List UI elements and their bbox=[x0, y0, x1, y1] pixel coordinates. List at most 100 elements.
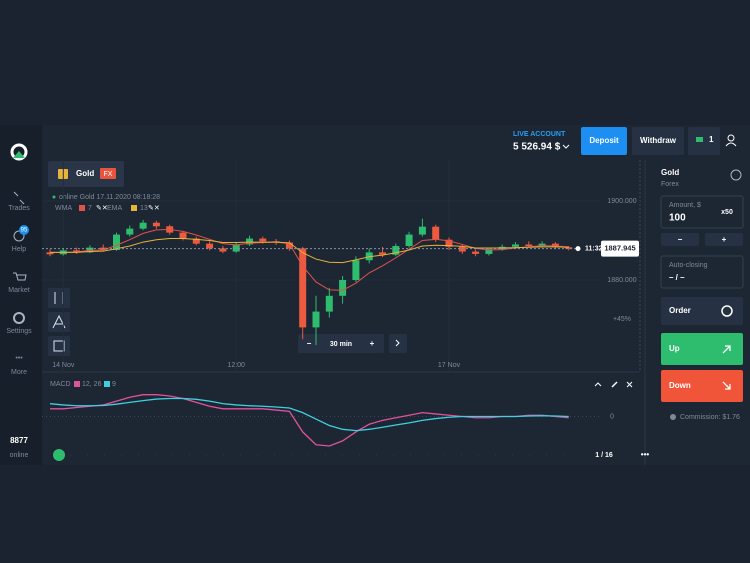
candle-body bbox=[246, 238, 253, 245]
current-price-box bbox=[601, 240, 639, 257]
profile-button[interactable] bbox=[725, 134, 737, 147]
button-label: Order bbox=[669, 306, 691, 315]
account-label: LIVE ACCOUNT bbox=[513, 131, 566, 138]
icon bbox=[13, 312, 25, 324]
button-label: Deposit bbox=[589, 136, 619, 145]
asset-tab[interactable]: Gold FX bbox=[48, 161, 124, 187]
trades-button[interactable]: 1 bbox=[688, 127, 720, 155]
nav-help[interactable]: 95 Help bbox=[12, 225, 29, 253]
button-bg bbox=[48, 336, 70, 356]
current-time: 11:32 bbox=[585, 245, 603, 252]
icon bbox=[727, 134, 735, 142]
collapse-icon[interactable] bbox=[594, 382, 602, 387]
candle-body bbox=[126, 228, 134, 235]
panel-asset-type: Forex bbox=[661, 181, 679, 188]
button-bg bbox=[661, 233, 699, 246]
tool-candles[interactable] bbox=[48, 288, 70, 308]
legend-swatch bbox=[104, 381, 110, 387]
balance[interactable]: 5 526.94 $ bbox=[513, 142, 561, 153]
nav-more[interactable]: ••• More bbox=[11, 355, 27, 376]
candle-body bbox=[392, 246, 400, 255]
auto-closing-box[interactable] bbox=[660, 255, 744, 289]
sidebar bbox=[0, 125, 42, 465]
chart-info: online Gold 17.11.2020 08:18:28 bbox=[59, 194, 160, 201]
tool-layout[interactable] bbox=[48, 336, 70, 356]
nav-market[interactable]: Market bbox=[8, 272, 30, 294]
legend-tools: ✎✕ bbox=[148, 205, 160, 212]
candle-body bbox=[232, 244, 240, 252]
candle-body bbox=[206, 243, 214, 249]
pager[interactable]: 1 / 16 bbox=[595, 452, 613, 459]
next-button[interactable] bbox=[389, 334, 407, 353]
amount-box[interactable] bbox=[660, 195, 744, 229]
candle-body bbox=[445, 239, 453, 247]
timeframe-value[interactable]: 30 min bbox=[330, 341, 352, 348]
indicator-line bbox=[50, 238, 569, 264]
candle-body bbox=[418, 226, 426, 235]
candle-body bbox=[551, 243, 559, 248]
panel-asset: Gold bbox=[661, 168, 679, 177]
legend-label: WMA bbox=[55, 205, 72, 212]
button-bg bbox=[581, 127, 627, 155]
y-tick-label: 1880.000 bbox=[607, 277, 636, 284]
icon bbox=[13, 191, 25, 205]
candle-body bbox=[152, 222, 160, 227]
candle-body bbox=[379, 252, 386, 255]
logo bbox=[10, 143, 28, 161]
asset-name: Gold bbox=[76, 169, 94, 178]
legend-swatch bbox=[74, 381, 80, 387]
logo-mark bbox=[13, 151, 25, 158]
candle-body bbox=[219, 248, 227, 252]
commission: Commission: $1.76 bbox=[680, 414, 740, 421]
icon bbox=[725, 142, 737, 147]
deposit-button[interactable]: Deposit bbox=[581, 127, 627, 155]
close-icon[interactable] bbox=[626, 381, 633, 388]
multiplier[interactable]: x50 bbox=[721, 209, 733, 216]
candle-body bbox=[512, 244, 519, 247]
candle-body bbox=[405, 234, 413, 247]
edit-icon[interactable] bbox=[611, 381, 618, 388]
more-menu[interactable]: ••• bbox=[641, 450, 650, 459]
icon: ••• bbox=[15, 355, 23, 362]
legend-label: 12, 26 bbox=[82, 381, 102, 388]
button-label: Up bbox=[669, 344, 680, 353]
icon bbox=[696, 137, 703, 142]
order-button[interactable]: Order bbox=[661, 297, 743, 325]
candle-body bbox=[179, 232, 187, 239]
info-icon[interactable] bbox=[730, 169, 742, 181]
button-bg bbox=[661, 333, 743, 365]
button-bg bbox=[48, 288, 70, 308]
withdraw-button[interactable]: Withdraw bbox=[632, 127, 684, 155]
candle-body bbox=[339, 280, 347, 296]
button-bg bbox=[632, 127, 684, 155]
timeframe-bg bbox=[298, 334, 384, 353]
nav-label: Market bbox=[8, 287, 29, 294]
badge bbox=[19, 225, 29, 235]
arrow bbox=[722, 381, 731, 390]
candle-body bbox=[285, 242, 293, 249]
timeframe-minus[interactable]: − bbox=[307, 339, 312, 348]
online-label: online bbox=[10, 452, 29, 459]
nav-settings[interactable]: Settings bbox=[6, 312, 32, 335]
candle-body bbox=[472, 251, 480, 254]
macd-title: MACD bbox=[50, 381, 71, 388]
nav-trades[interactable]: Trades bbox=[8, 191, 30, 212]
timeframe-plus[interactable]: + bbox=[370, 339, 375, 348]
online-dot bbox=[52, 195, 56, 199]
nav-label: More bbox=[11, 369, 27, 376]
nav-label: Trades bbox=[8, 205, 30, 212]
up-button[interactable]: Up bbox=[661, 333, 743, 365]
current-price: 1887.945 bbox=[604, 244, 635, 253]
candle-body bbox=[312, 311, 320, 328]
legend-period: 13 bbox=[140, 205, 148, 212]
down-button[interactable]: Down bbox=[661, 370, 743, 402]
status-icon[interactable] bbox=[53, 449, 65, 461]
amount-plus[interactable]: + bbox=[705, 233, 743, 246]
payout: +45% bbox=[613, 316, 631, 323]
amount-minus[interactable]: − bbox=[661, 233, 699, 246]
macd-line bbox=[50, 394, 569, 447]
tool-draw[interactable] bbox=[48, 312, 70, 332]
button-bg bbox=[661, 297, 743, 325]
legend-period: 7 bbox=[88, 205, 92, 212]
